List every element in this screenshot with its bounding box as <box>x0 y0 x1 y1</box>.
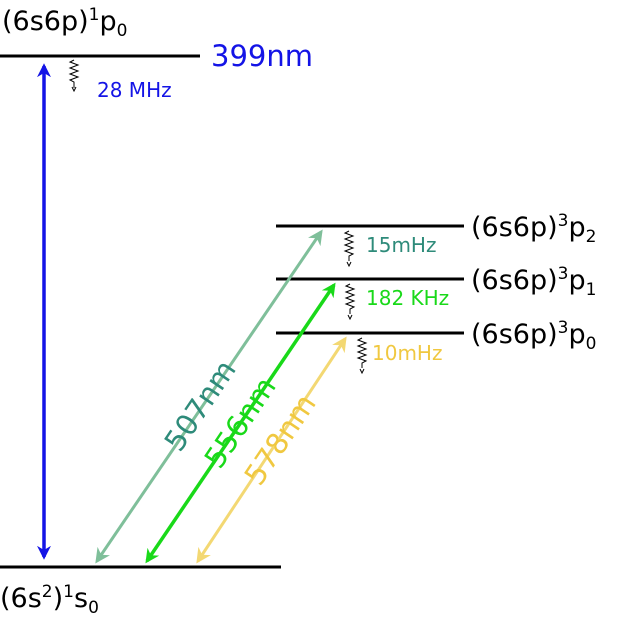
level-label-3p2: (6s6p)3p2 <box>471 211 597 247</box>
decay-squiggle-icon-3p2 <box>343 230 355 268</box>
arrow-578nm <box>196 336 347 564</box>
decay-squiggle-icon-399 <box>68 59 80 93</box>
decay-squiggle-icon-3p1 <box>344 283 356 321</box>
wavelength-label-399nm: 399nm <box>211 39 313 73</box>
level-label-3p1: (6s6p)3p1 <box>471 264 597 300</box>
level-label-ground: (6s2)1s0 <box>0 582 99 618</box>
level-label-1p0: (6s6p)1p0 <box>2 5 128 41</box>
linewidth-label-399: 28 MHz <box>97 78 172 102</box>
level-label-3p0: (6s6p)3p0 <box>471 318 597 354</box>
linewidth-label-3p1: 182 KHz <box>366 286 450 310</box>
decay-squiggle-icon-3p0 <box>356 337 368 375</box>
linewidth-label-3p0: 10mHz <box>372 341 443 365</box>
linewidth-label-3p2: 15mHz <box>366 233 437 257</box>
